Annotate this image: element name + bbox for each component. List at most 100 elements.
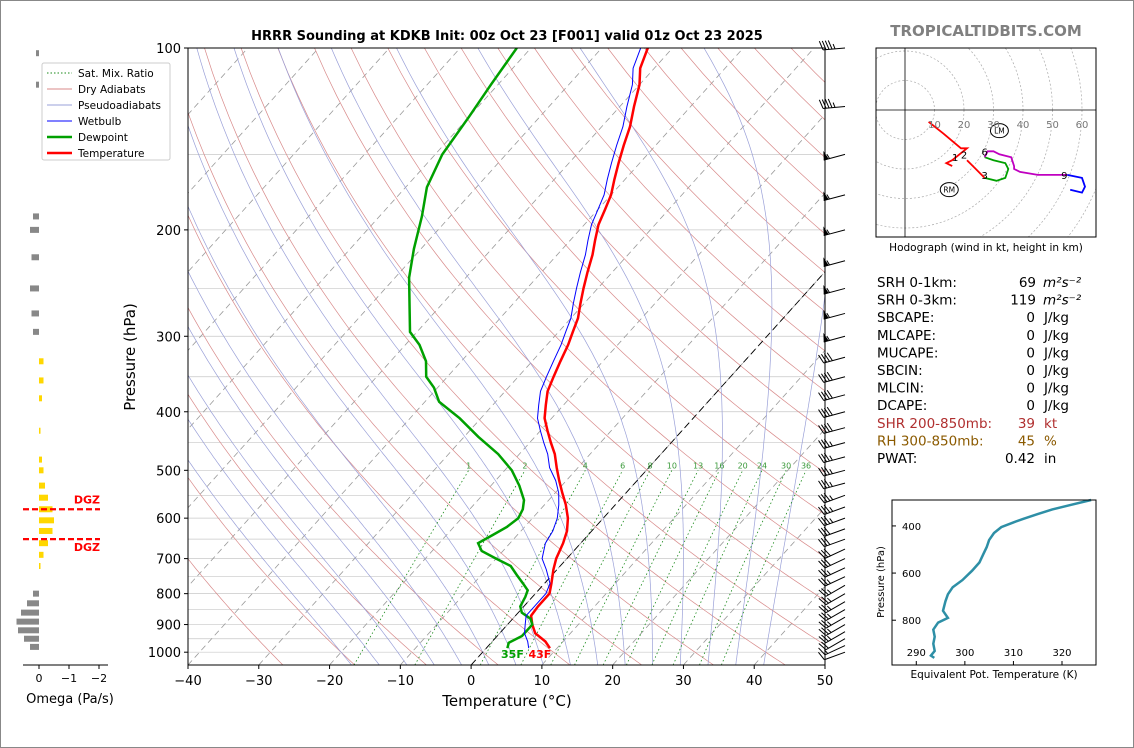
omega-bar	[16, 618, 39, 625]
wind-barb	[818, 624, 846, 636]
index-row: SHR 200-850mb: 39 kt	[877, 416, 1057, 432]
omega-bar	[39, 482, 45, 489]
wind-barb-full	[818, 454, 825, 463]
index-label: MLCIN:	[877, 381, 924, 397]
wind-barb-staff	[825, 601, 846, 614]
wind-barb	[818, 352, 846, 364]
wind-barb-full	[821, 40, 827, 50]
wind-barb-half	[827, 635, 832, 641]
mixing-ratio-line	[353, 470, 470, 665]
mixing-ratio-label: 36	[801, 461, 811, 470]
wind-barb	[818, 371, 846, 383]
wind-barb-half	[827, 597, 832, 603]
mixing-ratio-line	[574, 470, 673, 665]
wind-barb-full	[826, 352, 833, 361]
dry-adiabat-line	[497, 48, 825, 392]
x-tick-label: −40	[174, 674, 201, 689]
wind-barb-half	[826, 153, 830, 159]
skewt-panel: 1 2 4 6 8 10 13 16 20 24 30 36 10009008007006005004…	[41, 40, 846, 710]
index-label: SBCAPE:	[877, 310, 934, 326]
mixing-ratio-label: 24	[757, 461, 767, 470]
wind-barb	[818, 576, 846, 587]
index-label: SRH 0-1km:	[877, 275, 957, 291]
wind-barb-staff	[825, 593, 846, 606]
wind-barb-staff	[823, 287, 846, 295]
wind-barb-staff	[823, 411, 846, 418]
wind-barb	[818, 558, 846, 569]
omega-xlabel: Omega (Pa/s)	[26, 692, 114, 707]
wind-barb-staff	[823, 482, 846, 490]
isotherm-line	[188, 48, 603, 509]
wind-barb-full	[818, 647, 826, 656]
wind-barb-full	[821, 479, 828, 489]
x-tick-label: 40	[746, 674, 763, 689]
wind-barb-full	[818, 495, 825, 504]
index-label: SHR 200-850mb:	[877, 416, 992, 432]
isotherm-line	[258, 48, 815, 665]
wind-barb-half	[826, 229, 830, 235]
y-tick-label: 600	[156, 512, 181, 527]
omega-bar	[39, 467, 44, 474]
pseudoadiabat-line	[330, 48, 626, 665]
storm-motion-label: LM	[994, 127, 1005, 136]
omega-bar	[21, 609, 39, 616]
theta-e-ylabel: Pressure (hPa)	[876, 546, 887, 618]
wind-barb	[818, 548, 846, 559]
omega-bar	[31, 254, 39, 261]
index-row: SRH 0-1km: 69 m²s⁻²	[877, 275, 1082, 291]
wind-barb-full	[826, 422, 833, 432]
wind-barb-full	[818, 440, 825, 449]
dry-adiabat-line	[240, 48, 786, 665]
wind-barb-staff	[824, 517, 846, 527]
index-row: MLCAPE: 0 J/kg	[877, 328, 1069, 344]
wind-barb	[823, 226, 846, 237]
pseudoadiabat-line	[396, 48, 653, 665]
pseudoadiabat-line	[188, 459, 352, 665]
dry-adiabat-line	[314, 48, 825, 602]
wind-barb-staff	[823, 312, 846, 320]
wind-barb	[818, 567, 846, 578]
theta-e-y-tick-label: 400	[902, 522, 921, 533]
wind-barb	[818, 98, 846, 109]
wind-barb-full	[823, 558, 831, 566]
omega-bar	[39, 377, 44, 384]
brand-watermark: TROPICALTIDBITS.COM	[890, 22, 1082, 40]
wind-barb	[818, 584, 846, 597]
mixing-ratio-line	[414, 470, 526, 665]
index-unit: J/kg	[1043, 363, 1069, 379]
isotherm-line	[188, 48, 461, 352]
wind-barb-flag	[823, 332, 829, 342]
legend-entry: Pseudoadiabats	[78, 100, 161, 112]
wind-barb-staff	[823, 153, 846, 161]
hodograph-ring-label: 30	[987, 120, 1000, 131]
mixing-ratio-line	[550, 470, 651, 665]
wind-barb-full	[823, 479, 830, 488]
index-label: MLCAPE:	[877, 328, 936, 344]
legend-entry: Dewpoint	[78, 132, 128, 144]
wind-barb-full	[818, 392, 825, 401]
wind-barb-full	[818, 589, 827, 597]
wind-barb-full	[821, 453, 828, 463]
omega-panel: DGZ DGZ 0 −1 −2 Omega (Pa/s)	[16, 50, 114, 707]
dry-adiabat-line	[277, 48, 825, 646]
temperature-profile-line	[529, 48, 649, 649]
theta-e-y-tick-label: 600	[902, 569, 921, 580]
omega-bar	[27, 600, 39, 607]
wind-barb-full	[818, 528, 825, 537]
legend-entry: Wetbulb	[78, 116, 122, 128]
zero-isotherm-line	[470, 271, 825, 665]
hodograph-ring-label: 10	[928, 120, 941, 131]
wind-barb-full	[818, 538, 825, 547]
omega-bar	[39, 517, 54, 524]
wind-barb-full	[826, 406, 833, 416]
index-row: SRH 0-3km: 119 m²s⁻²	[877, 293, 1082, 309]
mixing-ratio-label: 1	[466, 461, 471, 470]
wind-barb-full	[818, 578, 826, 587]
hodograph-height-label: 2	[961, 150, 967, 161]
legend-entry: Dry Adiabats	[78, 84, 146, 96]
wind-barb	[818, 422, 846, 434]
chart-title: HRRR Sounding at KDKB Init: 00z Oct 23 […	[251, 29, 763, 44]
wind-barb-full	[823, 526, 831, 535]
hodograph-height-label: 1	[952, 153, 958, 164]
wind-barb-half	[829, 468, 833, 474]
